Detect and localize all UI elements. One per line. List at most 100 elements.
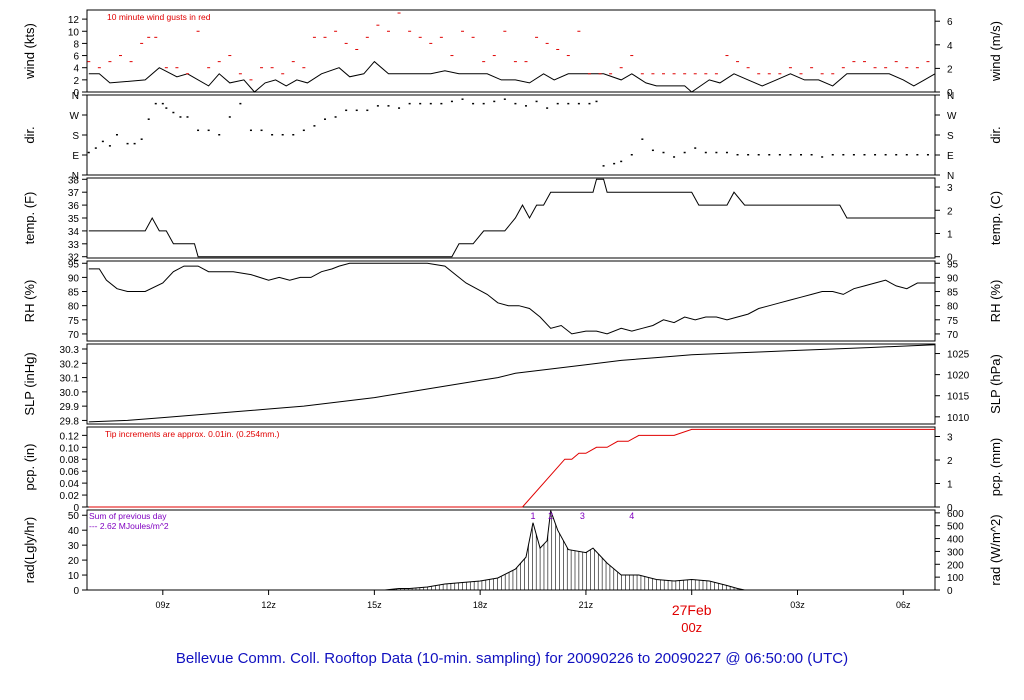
dir-point <box>757 154 760 156</box>
ylabel-slp: SLP (inHg) <box>22 352 37 415</box>
ytick-label-dir: S <box>72 131 79 142</box>
ytick-label-pcp: 0.06 <box>60 467 80 478</box>
ytick-label-right-rad: 0 <box>947 586 953 597</box>
dir-point <box>108 145 111 147</box>
ytick-label-temp: 33 <box>68 240 80 251</box>
dir-point <box>408 102 411 105</box>
dir-point <box>440 102 443 105</box>
dir-point <box>472 102 475 105</box>
dir-point <box>493 100 496 103</box>
panel-frame-dir <box>86 94 936 176</box>
ytick-label-right-rh: 70 <box>947 330 959 341</box>
dir-point <box>147 118 150 120</box>
annotation-wind: 10 minute wind gusts in red <box>107 12 211 22</box>
xtick-label: 21z <box>579 600 594 610</box>
ytick-label-wind: 10 <box>68 27 80 38</box>
dir-point <box>884 154 887 156</box>
dir-point <box>376 105 379 107</box>
dir-point <box>683 151 686 154</box>
dir-point <box>387 105 390 107</box>
series-line-pcp <box>88 428 935 508</box>
ytick-label-pcp: 0.08 <box>60 455 80 466</box>
dir-point <box>87 151 90 154</box>
dir-point <box>133 142 136 145</box>
ytick-label-right-temp: 2 <box>947 206 953 217</box>
dir-point <box>630 154 633 156</box>
dir-point <box>302 129 305 132</box>
ytick-label-right-rad: 100 <box>947 573 964 584</box>
ytick-label-rad: 0 <box>73 586 79 597</box>
ytick-label-rh: 70 <box>68 330 80 341</box>
ytick-label-dir: N <box>72 171 79 182</box>
series-layer <box>87 12 936 591</box>
xtick-label: 18z <box>473 600 488 610</box>
dir-point <box>345 109 348 112</box>
series-line-wind <box>88 60 936 93</box>
dir-point <box>789 154 792 156</box>
ytick-label-right-slp: 1015 <box>947 392 970 403</box>
ylabel-rad: rad(Lgly/hr) <box>22 517 37 583</box>
ytick-label-pcp: 0.12 <box>60 431 80 442</box>
dir-point <box>165 107 168 109</box>
ytick-label-right-rh: 85 <box>947 288 959 299</box>
dir-point <box>704 151 707 154</box>
dir-point <box>514 102 517 105</box>
dir-point <box>535 100 538 103</box>
rad-peak-label: 1 <box>531 511 536 521</box>
dir-point <box>482 102 485 105</box>
dir-point <box>101 140 104 143</box>
dir-point <box>186 116 189 118</box>
ytick-label-right-slp: 1010 <box>947 413 970 424</box>
dir-point <box>800 154 803 156</box>
dir-point <box>556 102 559 105</box>
dir-point <box>852 154 855 156</box>
ytick-label-rad: 40 <box>68 526 80 537</box>
ytick-label-right-dir: S <box>947 131 954 142</box>
ytick-label-pcp: 0.10 <box>60 443 80 454</box>
dir-point <box>419 102 422 105</box>
ylabel-right-wind: wind (m/s) <box>988 21 1003 82</box>
ytick-label-wind: 2 <box>73 76 79 87</box>
ytick-label-slp: 29.9 <box>60 402 80 413</box>
ytick-label-right-rad: 500 <box>947 522 964 533</box>
xtick-label: 15z <box>367 600 382 610</box>
dir-point <box>567 102 570 105</box>
ytick-label-right-wind: 0 <box>947 88 953 99</box>
dir-point <box>228 116 231 118</box>
ytick-label-right-rh: 90 <box>947 273 959 284</box>
ytick-label-right-pcp: 0 <box>947 503 953 514</box>
dir-point <box>863 154 866 156</box>
series-line-slp <box>88 344 936 423</box>
ylabel-right-rh: RH (%) <box>988 280 1003 323</box>
ytick-label-right-temp: 3 <box>947 183 953 194</box>
annotation-pcp: Tip increments are approx. 0.01in. (0.25… <box>105 429 280 439</box>
dir-point <box>831 154 834 156</box>
ytick-label-right-temp: 1 <box>947 229 953 240</box>
dir-point <box>172 111 175 114</box>
dir-point <box>239 102 242 105</box>
ytick-label-rad: 20 <box>68 556 80 567</box>
dir-point <box>271 134 274 136</box>
ytick-label-pcp: 0.02 <box>60 491 80 502</box>
ytick-label-temp: 32 <box>68 253 80 264</box>
rad-note: Sum of previous day <box>89 511 167 521</box>
dir-point <box>429 102 432 105</box>
dir-point <box>140 138 143 140</box>
ytick-label-dir: N <box>72 91 79 102</box>
ytick-label-temp: 35 <box>68 214 80 225</box>
series-line-temp <box>88 178 935 258</box>
dir-point <box>588 102 591 105</box>
xtick-label: 06z <box>896 600 911 610</box>
ytick-label-slp: 29.8 <box>60 416 80 427</box>
dir-point <box>842 154 845 156</box>
dir-point <box>313 125 316 127</box>
dir-point <box>324 118 327 120</box>
ytick-label-wind: 12 <box>68 15 80 26</box>
dir-point <box>778 154 781 156</box>
ytick-label-slp: 30.2 <box>60 359 80 370</box>
dir-point <box>747 154 750 156</box>
ylabel-right-rad: rad (W/m^2) <box>988 514 1003 585</box>
dir-point <box>725 151 728 154</box>
